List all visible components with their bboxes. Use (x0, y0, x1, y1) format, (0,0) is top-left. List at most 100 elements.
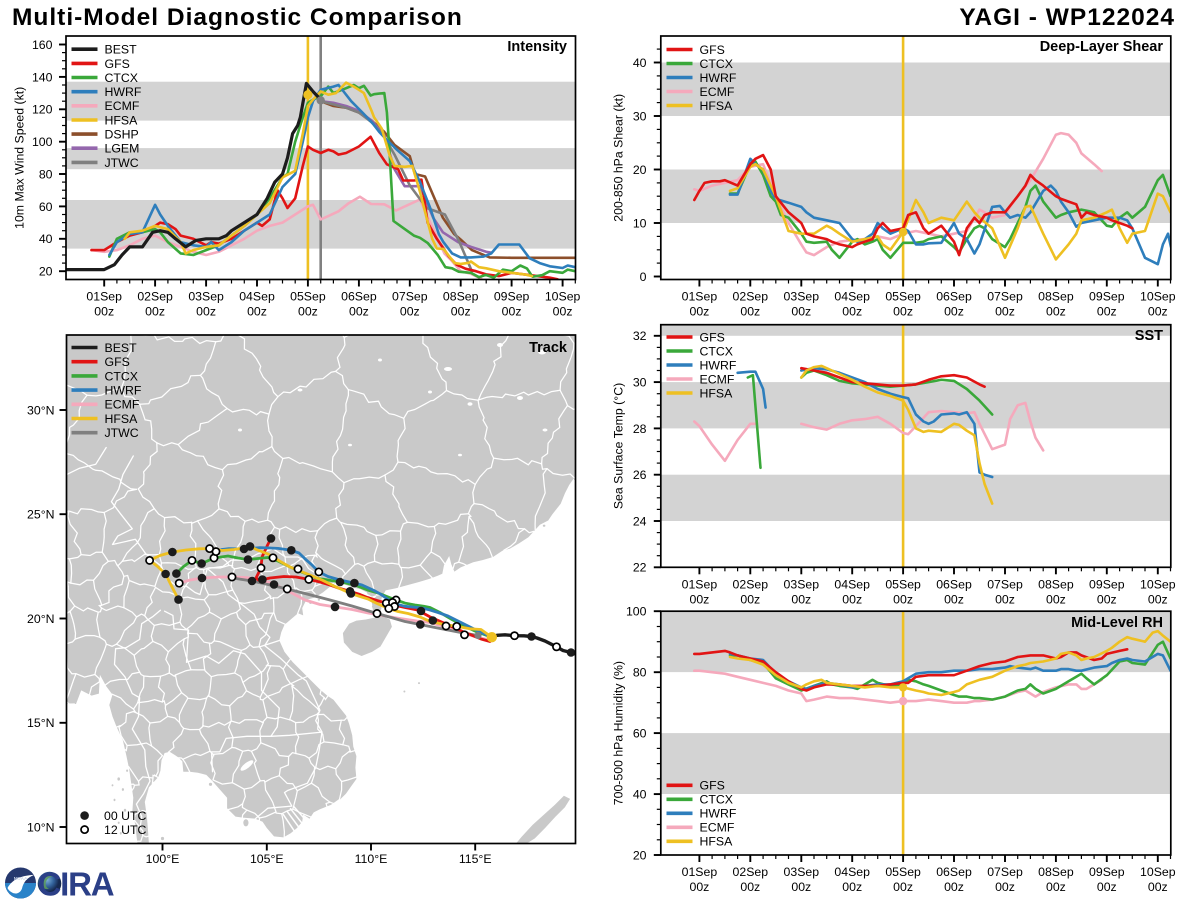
svg-text:00z: 00z (502, 305, 522, 319)
svg-text:0: 0 (640, 270, 647, 284)
svg-text:04Sep: 04Sep (239, 290, 275, 304)
svg-text:Intensity: Intensity (507, 39, 567, 55)
svg-text:CTCX: CTCX (700, 793, 733, 807)
svg-text:NOAA: NOAA (14, 876, 28, 881)
svg-text:ECMF: ECMF (700, 85, 735, 99)
svg-text:00z: 00z (1148, 592, 1168, 606)
svg-text:00z: 00z (893, 592, 913, 606)
svg-text:00z: 00z (1046, 880, 1066, 894)
svg-text:00z: 00z (689, 592, 709, 606)
svg-text:HFSA: HFSA (105, 412, 139, 426)
svg-text:00z: 00z (349, 305, 369, 319)
svg-text:140: 140 (32, 70, 53, 84)
svg-text:10Sep: 10Sep (545, 290, 581, 304)
svg-text:JTWC: JTWC (105, 426, 139, 440)
svg-text:HWRF: HWRF (700, 71, 737, 85)
svg-text:Mid-Level RH: Mid-Level RH (1071, 615, 1163, 631)
svg-text:01Sep: 01Sep (682, 865, 718, 879)
svg-text:700-500 hPa Humidity (%): 700-500 hPa Humidity (%) (612, 661, 626, 805)
svg-text:BEST: BEST (105, 341, 138, 355)
svg-text:00z: 00z (1097, 880, 1117, 894)
svg-text:40: 40 (633, 56, 647, 70)
svg-text:04Sep: 04Sep (834, 578, 870, 592)
svg-text:26: 26 (633, 468, 647, 482)
svg-text:00z: 00z (842, 305, 862, 319)
svg-text:HFSA: HFSA (700, 386, 734, 400)
svg-text:07Sep: 07Sep (987, 290, 1023, 304)
svg-text:00z: 00z (1097, 592, 1117, 606)
svg-text:00z: 00z (196, 305, 216, 319)
svg-text:07Sep: 07Sep (987, 578, 1023, 592)
svg-text:02Sep: 02Sep (137, 290, 173, 304)
svg-text:05Sep: 05Sep (885, 865, 921, 879)
svg-text:LGEM: LGEM (105, 142, 140, 156)
svg-text:01Sep: 01Sep (682, 578, 718, 592)
svg-text:00z: 00z (1148, 305, 1168, 319)
svg-text:GFS: GFS (700, 779, 725, 793)
svg-text:00z: 00z (791, 305, 811, 319)
svg-text:160: 160 (32, 38, 53, 52)
svg-text:10Sep: 10Sep (1140, 865, 1176, 879)
svg-text:22: 22 (633, 561, 647, 575)
svg-text:03Sep: 03Sep (784, 578, 820, 592)
svg-text:CTCX: CTCX (105, 369, 138, 383)
svg-text:03Sep: 03Sep (188, 290, 224, 304)
svg-text:30: 30 (633, 376, 647, 390)
svg-text:07Sep: 07Sep (392, 290, 428, 304)
svg-text:CIRA: CIRA (38, 866, 114, 900)
svg-text:02Sep: 02Sep (733, 865, 769, 879)
svg-text:GFS: GFS (105, 57, 130, 71)
svg-text:115°E: 115°E (459, 852, 492, 866)
svg-text:00z: 00z (298, 305, 318, 319)
svg-text:00z: 00z (944, 592, 964, 606)
svg-text:ECMF: ECMF (105, 398, 140, 412)
svg-text:00z: 00z (893, 305, 913, 319)
svg-text:Track: Track (529, 340, 568, 356)
svg-text:00z: 00z (1097, 305, 1117, 319)
svg-text:20: 20 (633, 163, 647, 177)
svg-text:05Sep: 05Sep (290, 290, 326, 304)
svg-text:BEST: BEST (105, 43, 138, 57)
svg-text:00z: 00z (842, 880, 862, 894)
svg-text:00z: 00z (893, 880, 913, 894)
svg-text:00z: 00z (247, 305, 267, 319)
svg-text:00z: 00z (400, 305, 420, 319)
svg-text:105°E: 105°E (250, 852, 284, 866)
svg-text:HFSA: HFSA (700, 835, 734, 849)
svg-text:04Sep: 04Sep (834, 290, 870, 304)
svg-text:08Sep: 08Sep (1038, 865, 1074, 879)
svg-text:60: 60 (39, 200, 53, 214)
svg-text:00z: 00z (689, 880, 709, 894)
svg-text:80: 80 (39, 167, 53, 181)
svg-text:DSHP: DSHP (105, 128, 139, 142)
svg-text:200-850 hPa Shear (kt): 200-850 hPa Shear (kt) (612, 94, 626, 222)
svg-text:80: 80 (633, 666, 647, 680)
svg-text:GFS: GFS (105, 355, 130, 369)
svg-text:00z: 00z (842, 592, 862, 606)
svg-text:100: 100 (626, 605, 647, 619)
svg-text:04Sep: 04Sep (834, 865, 870, 879)
svg-text:00z: 00z (145, 305, 165, 319)
svg-text:JTWC: JTWC (105, 156, 139, 170)
svg-text:01Sep: 01Sep (682, 290, 718, 304)
svg-text:HWRF: HWRF (700, 358, 737, 372)
svg-text:10: 10 (633, 216, 647, 230)
svg-text:GFS: GFS (700, 330, 725, 344)
svg-text:12 UTC: 12 UTC (104, 823, 146, 837)
svg-text:00z: 00z (740, 592, 760, 606)
svg-text:06Sep: 06Sep (936, 865, 972, 879)
svg-text:15°N: 15°N (27, 716, 54, 730)
svg-text:06Sep: 06Sep (936, 578, 972, 592)
svg-text:01Sep: 01Sep (86, 290, 122, 304)
svg-text:09Sep: 09Sep (1089, 578, 1125, 592)
svg-text:Deep-Layer Shear: Deep-Layer Shear (1040, 39, 1164, 55)
svg-text:00z: 00z (740, 880, 760, 894)
svg-text:120: 120 (32, 103, 53, 117)
svg-text:09Sep: 09Sep (1089, 865, 1125, 879)
svg-text:CTCX: CTCX (105, 71, 138, 85)
svg-text:25°N: 25°N (27, 508, 54, 522)
svg-text:10m Max Wind Speed (kt): 10m Max Wind Speed (kt) (13, 87, 27, 229)
svg-text:09Sep: 09Sep (1089, 290, 1125, 304)
svg-text:20: 20 (633, 848, 647, 862)
svg-text:00z: 00z (791, 592, 811, 606)
